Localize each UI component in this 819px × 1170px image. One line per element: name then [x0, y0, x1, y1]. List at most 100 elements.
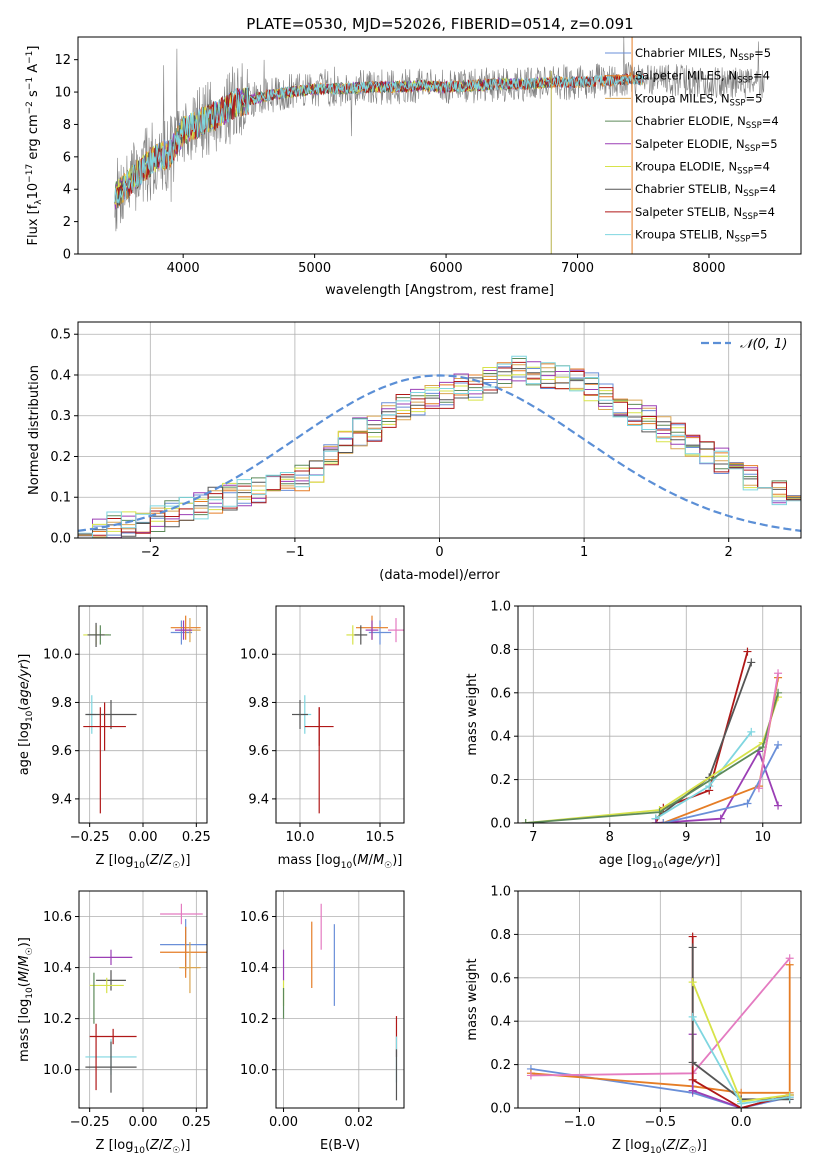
- plus-marker: [688, 1075, 697, 1084]
- label-part: 10: [133, 1146, 145, 1156]
- label-part: (: [145, 853, 150, 868]
- y-tick-label: 9.4: [51, 792, 72, 807]
- legend-tail: =5: [754, 46, 771, 60]
- legend-label: Kroupa ELODIE, N: [635, 160, 737, 174]
- label-part: ]: [26, 46, 41, 51]
- legend-tail: =4: [753, 160, 770, 174]
- legend-label: Kroupa MILES, N: [635, 91, 730, 105]
- label-part: s: [26, 90, 41, 101]
- x-tick-label: 0.25: [182, 830, 211, 845]
- label-part: ☉: [384, 861, 392, 871]
- label-part: M: [17, 955, 32, 966]
- weight-line-chabrier-miles: [530, 1068, 790, 1108]
- label-part: Z [log: [612, 1138, 650, 1153]
- legend-entry: Salpeter STELIB, NSSP=4: [635, 205, 775, 222]
- axes-frame: [77, 321, 802, 539]
- axes-frame: [78, 605, 208, 824]
- legend-sub: SSP: [737, 76, 753, 86]
- y-axis-label: age [log10(age/yr)]: [17, 654, 35, 776]
- x-axis-label: Z [log10(Z/Z☉)]: [612, 1138, 707, 1156]
- x-axis-label: mass [log10(M/M☉)]: [278, 853, 403, 871]
- label-part: ☉: [172, 861, 180, 871]
- label-part: (: [17, 706, 32, 711]
- plus-marker: [688, 1012, 697, 1021]
- plus-marker: [688, 932, 697, 941]
- y-tick-label: 8: [63, 118, 71, 133]
- legend-label: Chabrier ELODIE, N: [635, 114, 746, 128]
- y-tick-label: 0.4: [490, 730, 511, 745]
- y-tick-label: 10.0: [240, 648, 269, 663]
- y-tick-label: 9.8: [248, 696, 269, 711]
- x-tick-label: −1.0: [564, 1115, 596, 1130]
- axes-frame: [78, 890, 208, 1109]
- legend-entry: Chabrier ELODIE, NSSP=4: [635, 114, 779, 131]
- x-axis-label: E(B-V): [320, 1138, 360, 1153]
- legend-tail: =4: [758, 205, 775, 219]
- x-tick-label: −0.25: [70, 1115, 110, 1130]
- legend-tail: =5: [750, 228, 767, 242]
- gaussian-curve: [77, 374, 802, 532]
- y-tick-label: 6: [63, 150, 71, 165]
- panel-spectrum: 4000 5000 6000 7000 8000 0 2 4 6 8 10 12 Chabrier MI…: [25, 36, 802, 298]
- legend-entry: Chabrier MILES, NSSP=5: [635, 46, 771, 63]
- y-tick-label: 0.8: [490, 928, 511, 943]
- label-part: −1: [25, 51, 35, 64]
- y-tick-label: 0.3: [50, 409, 71, 424]
- legend-tail: =5: [745, 91, 762, 105]
- y-tick-label: 10.0: [240, 1063, 269, 1078]
- y-tick-label: 10.0: [43, 648, 72, 663]
- y-axis-label: Flux [fλ10−17 erg cm−2 s−1 A−1]: [25, 46, 44, 246]
- axes-frame: [517, 890, 802, 1109]
- x-tick-label: 10.5: [366, 830, 395, 845]
- legend-label: Chabrier STELIB, N: [635, 182, 743, 196]
- plus-marker: [716, 814, 725, 823]
- y-tick-label: 10.6: [43, 910, 72, 925]
- plus-marker: [785, 954, 794, 963]
- label-part: (: [145, 1138, 150, 1153]
- x-tick-label: −1: [285, 545, 304, 560]
- plus-marker: [747, 658, 756, 667]
- label-part: 10: [25, 710, 35, 722]
- label-part: M: [357, 853, 368, 868]
- label-part: age/yr: [17, 662, 32, 705]
- y-tick-label: 0.2: [490, 773, 511, 788]
- plus-marker: [659, 819, 668, 823]
- x-tick-label: 0.00: [269, 1115, 298, 1130]
- y-axis-label: mass weight: [465, 958, 480, 1040]
- label-part: Z [log: [96, 853, 134, 868]
- x-tick-label: −2: [141, 545, 160, 560]
- label-part: Z: [162, 853, 173, 868]
- label-part: λ: [34, 199, 44, 205]
- label-part: M: [373, 853, 384, 868]
- x-tick-label: 0: [435, 545, 443, 560]
- label-part: −2: [25, 101, 35, 114]
- legend-sub: SSP: [745, 144, 761, 154]
- label-part: age [log: [17, 722, 32, 775]
- label-part: 10: [341, 861, 353, 871]
- y-tick-label: 0.6: [490, 971, 511, 986]
- label-part: )]: [697, 1138, 707, 1153]
- x-axis-label: Z [log10(Z/Z☉)]: [96, 1138, 191, 1156]
- label-part: /: [675, 1138, 680, 1153]
- y-axis-label: mass [log10(M/M☉)]: [17, 937, 35, 1062]
- observed-spectrum: [114, 37, 765, 232]
- axes-frame: [275, 605, 405, 824]
- plus-marker: [688, 1086, 697, 1095]
- label-part: /: [159, 1138, 164, 1153]
- x-tick-label: 5000: [298, 261, 331, 276]
- label-part: Z: [666, 1138, 677, 1153]
- label-part: ☉: [25, 947, 35, 955]
- label-part: mass [log: [278, 853, 341, 868]
- label-part: Z: [149, 1138, 160, 1153]
- legend-tail: =4: [759, 182, 776, 196]
- label-part: )]: [17, 937, 32, 947]
- y-tick-label: 4: [63, 183, 71, 198]
- axes-frame: [77, 36, 802, 255]
- y-tick-label: 0.4: [50, 368, 71, 383]
- legend-entry: 𝒩(0, 1): [740, 337, 787, 352]
- label-part: (: [663, 853, 668, 868]
- x-tick-label: 0.25: [182, 1115, 211, 1130]
- plus-marker: [754, 784, 763, 793]
- plus-marker: [688, 1058, 697, 1067]
- panel-weight-vs-metallicity: −1.0 −0.5 0.00.00.20.40.60.81.0Z [log10(Z/…: [465, 885, 802, 1156]
